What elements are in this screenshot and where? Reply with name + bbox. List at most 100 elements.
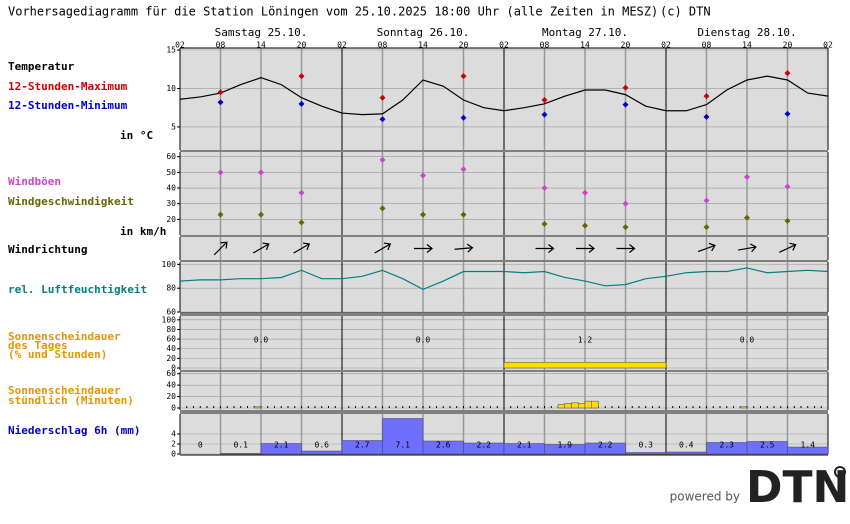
bar: [254, 406, 262, 409]
line: [179, 267, 829, 291]
marker: [258, 211, 264, 218]
marker: [379, 116, 386, 123]
marker: [379, 94, 386, 101]
y-tick-label: 20: [166, 392, 176, 401]
y-tick-label: 40: [166, 344, 176, 353]
marker: [541, 221, 548, 228]
y-tick-label: 40: [166, 381, 176, 390]
panel-label: Windrichtung: [8, 243, 87, 256]
marker: [703, 197, 710, 204]
panel-label: Sonnenscheindauer: [8, 384, 121, 397]
hour-label: 02: [823, 41, 833, 50]
y-tick-label: 100: [162, 260, 177, 269]
panel-label: in °C: [120, 129, 153, 142]
hour-label: 02: [175, 41, 185, 50]
copyright: (c) DTN: [660, 5, 711, 19]
y-tick-label: 30: [166, 199, 176, 208]
marker: [460, 211, 467, 218]
marker: [298, 189, 305, 196]
panel-label: Temperatur: [8, 60, 75, 73]
bar: [220, 453, 262, 455]
marker: [217, 211, 224, 218]
day-label: Montag 27.10.: [542, 26, 628, 39]
y-tick-label: 2: [171, 440, 176, 449]
panel-label: Niederschlag 6h (mm): [8, 424, 140, 437]
y-tick-label: 5: [171, 122, 176, 131]
marker: [784, 70, 791, 77]
marker: [541, 111, 548, 118]
marker: [582, 222, 588, 229]
y-tick-label: 60: [166, 369, 176, 378]
hour-label: 20: [297, 41, 307, 50]
value-label: 1.4: [801, 441, 816, 450]
value-label: 0.6: [315, 441, 330, 450]
y-tick-label: 20: [166, 215, 176, 224]
hour-label: 20: [459, 41, 469, 50]
hour-label: 20: [621, 41, 631, 50]
wind-arrow: [697, 242, 716, 253]
marker: [622, 224, 629, 231]
value-label: 0: [198, 441, 203, 450]
hour-label: 02: [499, 41, 509, 50]
value-label: 2.1: [517, 441, 532, 450]
value-label: 1.2: [578, 336, 593, 345]
marker: [298, 73, 305, 80]
bar: [564, 403, 572, 409]
marker: [420, 211, 426, 218]
marker: [622, 84, 629, 91]
hour-label: 02: [337, 41, 347, 50]
value-label: 0.0: [740, 336, 755, 345]
hour-label: 14: [418, 41, 428, 50]
page-title: Vorhersagediagramm für die Station Lönin…: [8, 5, 658, 19]
wind-arrow: [374, 242, 392, 254]
y-tick-label: 50: [166, 168, 176, 177]
powered-by: powered by: [670, 490, 740, 504]
value-label: 0.1: [234, 441, 249, 450]
marker: [784, 217, 791, 224]
marker: [217, 99, 224, 106]
day-label: Dienstag 28.10.: [697, 26, 796, 39]
bar: [301, 450, 343, 455]
panel-label: (% und Stunden): [8, 348, 107, 361]
hour-label: 08: [702, 41, 712, 50]
wind-arrow: [779, 242, 797, 253]
y-tick-label: 40: [166, 184, 176, 193]
value-label: 1.9: [558, 441, 573, 450]
y-tick-label: 10: [166, 84, 176, 93]
y-tick-label: 60: [166, 335, 176, 344]
value-label: 0.3: [639, 441, 654, 450]
value-label: 2.7: [355, 441, 370, 450]
marker: [298, 100, 305, 107]
hour-label: 08: [378, 41, 388, 50]
bar: [625, 452, 667, 455]
y-tick-label: 60: [166, 308, 176, 317]
value-label: 0.4: [679, 441, 694, 450]
panel-label: des Tages: [8, 339, 68, 352]
wind-arrow: [738, 243, 757, 253]
hour-label: 20: [783, 41, 793, 50]
value-label: 2.2: [598, 441, 613, 450]
bar: [665, 451, 707, 455]
hour-label: 08: [216, 41, 226, 50]
line: [179, 75, 829, 116]
y-tick-label: 0: [171, 404, 176, 413]
day-label: Sonntag 26.10.: [377, 26, 470, 39]
marker: [541, 185, 548, 192]
marker: [460, 73, 467, 80]
wind-arrow: [414, 244, 433, 253]
y-tick-label: 20: [166, 354, 176, 363]
bar: [787, 446, 829, 455]
marker: [784, 183, 791, 190]
marker: [582, 189, 588, 196]
bar: [571, 402, 579, 409]
bar: [591, 400, 599, 409]
marker: [258, 169, 264, 176]
marker: [703, 93, 710, 100]
marker: [379, 156, 386, 163]
value-label: 0.0: [416, 336, 431, 345]
wind-arrow: [535, 244, 555, 253]
marker: [217, 89, 224, 96]
panel-label: Sonnenscheindauer: [8, 330, 121, 343]
hour-label: 14: [742, 41, 752, 50]
y-tick-label: 4: [171, 430, 176, 439]
